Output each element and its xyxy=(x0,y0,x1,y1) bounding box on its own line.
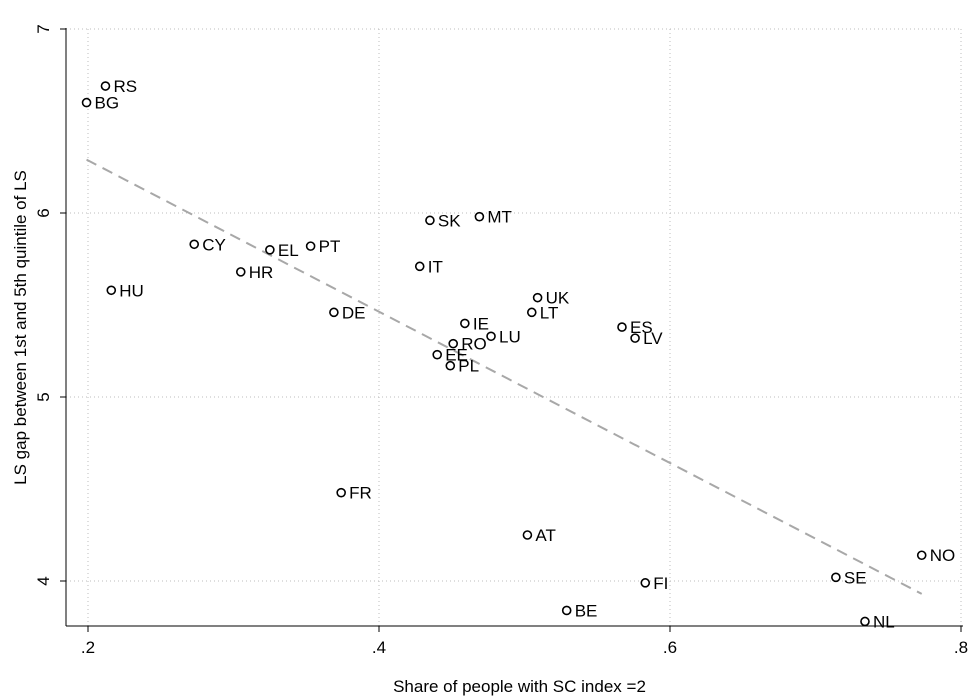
x-tick-label: .2 xyxy=(81,638,95,657)
point-label: NL xyxy=(873,612,895,631)
point-label: CY xyxy=(202,235,226,254)
point-marker xyxy=(831,572,841,583)
fit-line xyxy=(86,158,923,595)
point-marker xyxy=(617,322,627,332)
point-marker xyxy=(561,605,572,616)
point-marker xyxy=(460,318,470,329)
point-marker xyxy=(630,333,640,343)
point-marker xyxy=(100,81,111,91)
y-tick-label: 5 xyxy=(34,392,53,401)
point-label: BE xyxy=(575,601,598,620)
y-tick-label: 7 xyxy=(34,24,53,33)
point-marker xyxy=(432,349,443,360)
point-marker xyxy=(640,578,651,588)
point-marker xyxy=(336,487,346,498)
point-marker xyxy=(445,360,456,371)
point-label: LV xyxy=(643,329,663,348)
point-marker xyxy=(81,97,92,108)
point-marker xyxy=(860,616,870,627)
point-marker xyxy=(532,292,543,303)
x-tick-label: .8 xyxy=(954,638,968,657)
point-label: MT xyxy=(487,208,512,227)
point-label: ES xyxy=(630,318,653,337)
point-marker xyxy=(106,285,117,296)
point-label: SE xyxy=(844,568,867,587)
point-marker xyxy=(425,215,435,226)
y-axis-title: LS gap between 1st and 5th quintile of L… xyxy=(11,170,30,485)
point-label: RS xyxy=(113,77,137,96)
point-label: FI xyxy=(653,574,668,593)
point-label: FR xyxy=(349,484,372,503)
point-marker xyxy=(189,239,200,250)
point-label: AT xyxy=(535,526,555,545)
point-label: EL xyxy=(278,241,299,260)
point-marker xyxy=(448,338,459,349)
x-axis-title: Share of people with SC index =2 xyxy=(393,677,646,696)
axes: .2 .4 .6 .8 4 5 6 7 xyxy=(34,24,968,657)
point-marker xyxy=(526,307,537,318)
point-label: HR xyxy=(249,263,274,282)
point-label: RO xyxy=(461,335,487,354)
point-marker xyxy=(414,261,425,272)
x-tick-label: .6 xyxy=(663,638,677,657)
y-tick-label: 6 xyxy=(34,208,53,217)
point-marker xyxy=(305,241,316,251)
point-label: SK xyxy=(438,211,461,230)
point-marker xyxy=(522,530,533,540)
point-label: EE xyxy=(445,346,468,365)
point-label: NO xyxy=(930,546,956,565)
point-label: IT xyxy=(428,257,443,276)
point-label: PL xyxy=(458,357,479,376)
point-label: DE xyxy=(342,303,366,322)
point-label: PT xyxy=(319,237,341,256)
point-label: IE xyxy=(473,314,489,333)
point-label: UK xyxy=(546,289,570,308)
point-marker xyxy=(486,331,496,342)
point-label: LU xyxy=(499,327,521,346)
point-marker xyxy=(235,267,246,277)
point-marker xyxy=(329,307,339,318)
point-marker xyxy=(474,211,485,222)
y-tick-label: 4 xyxy=(34,576,53,585)
x-tick-label: .4 xyxy=(372,638,386,657)
point-marker xyxy=(265,245,275,255)
point-label: HU xyxy=(119,281,144,300)
point-label: BG xyxy=(95,94,120,113)
point-label: LT xyxy=(540,303,559,322)
fit-line-group xyxy=(86,158,923,595)
point-marker xyxy=(916,550,927,561)
